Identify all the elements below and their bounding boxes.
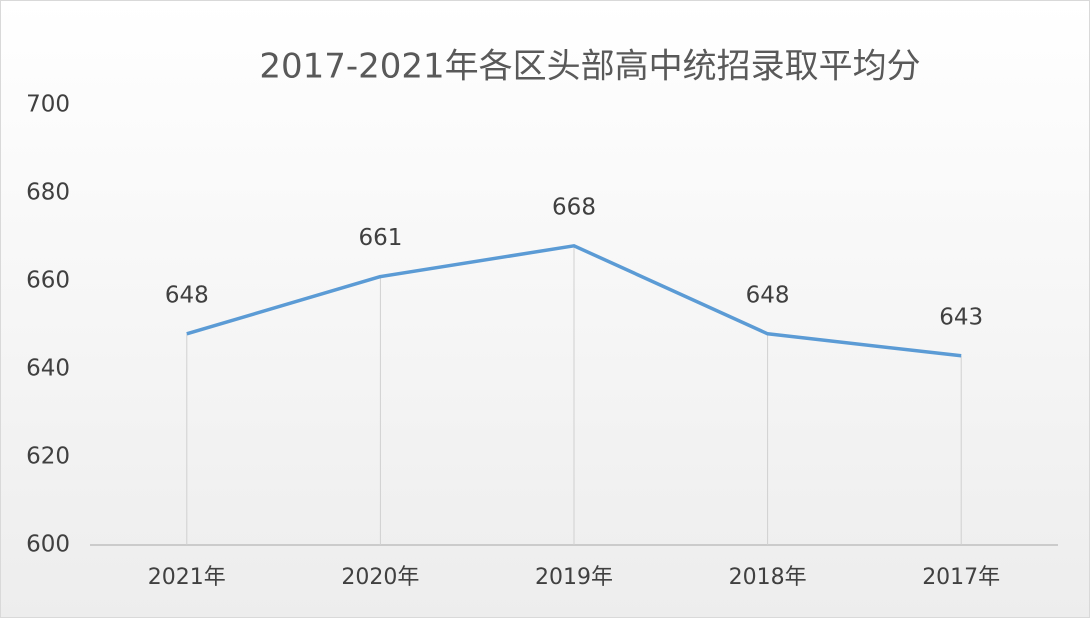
x-tick-label: 2021年: [148, 565, 226, 590]
data-label: 668: [552, 194, 596, 220]
data-label: 648: [165, 282, 209, 308]
chart-title: 2017-2021年各区头部高中统招录取平均分: [259, 47, 920, 87]
y-tick-label: 600: [26, 532, 70, 558]
x-tick-label: 2019年: [535, 565, 613, 590]
x-tick-label: 2017年: [922, 565, 1000, 590]
y-tick-label: 680: [26, 180, 70, 206]
data-label: 648: [746, 282, 790, 308]
line: [186, 244, 962, 358]
y-tick-label: 620: [26, 444, 70, 470]
data-label: 643: [939, 304, 983, 330]
y-tick-label: 660: [26, 268, 70, 294]
x-tick-label: 2020年: [341, 565, 419, 590]
x-tick-label: 2018年: [729, 565, 807, 590]
y-tick-label: 640: [26, 356, 70, 382]
y-tick-label: 700: [26, 92, 70, 118]
data-label: 661: [358, 225, 402, 251]
